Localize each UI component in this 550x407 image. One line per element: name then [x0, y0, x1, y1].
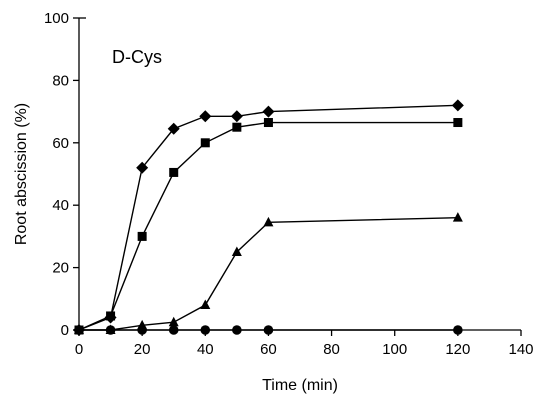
- data-point-square: [169, 167, 179, 177]
- data-point-triangle: [452, 212, 463, 222]
- data-point-diamond: [262, 105, 275, 118]
- data-point-triangle: [263, 216, 274, 227]
- data-point-circle: [168, 325, 179, 335]
- x-tick-label: 100: [382, 341, 407, 358]
- chart-annotation: D-Cys: [112, 47, 162, 67]
- y-tick-label: 80: [52, 72, 69, 89]
- data-point-triangle: [168, 316, 179, 327]
- series-circle: [74, 325, 463, 335]
- x-tick-label: 60: [260, 341, 277, 358]
- data-point-circle: [453, 325, 463, 335]
- data-point-triangle: [200, 299, 211, 310]
- series-line-square: [78, 121, 458, 331]
- data-point-square: [200, 138, 210, 148]
- data-point-diamond: [451, 99, 464, 112]
- x-tick-label: 80: [323, 341, 340, 358]
- data-point-square: [232, 122, 242, 132]
- y-tick-label: 60: [52, 135, 69, 152]
- y-tick-label: 20: [52, 260, 69, 277]
- data-point-square: [106, 311, 116, 321]
- y-tick-label: 40: [52, 197, 69, 214]
- data-point-square: [137, 231, 147, 241]
- x-tick-label: 20: [134, 341, 151, 358]
- data-point-diamond: [230, 110, 243, 123]
- data-point-circle: [232, 325, 242, 335]
- data-point-triangle: [231, 246, 242, 256]
- data-point-square: [453, 118, 463, 128]
- series-triangle: [74, 212, 463, 334]
- x-axis-title: Time (min): [262, 377, 338, 394]
- data-point-diamond: [136, 161, 149, 174]
- x-tick-label: 140: [508, 341, 533, 358]
- series-line-triangle: [79, 216, 458, 331]
- x-tick-label: 0: [75, 341, 83, 358]
- data-point-circle: [74, 325, 84, 335]
- data-point-diamond: [199, 110, 212, 123]
- data-point-circle: [263, 325, 274, 335]
- x-tick-label: 120: [445, 341, 470, 358]
- x-tick-label: 40: [197, 341, 214, 358]
- data-point-circle: [200, 325, 211, 335]
- data-point-circle: [137, 325, 147, 335]
- data-point-diamond: [167, 122, 180, 135]
- series-square: [74, 118, 463, 335]
- data-point-square: [263, 118, 273, 128]
- data-point-circle: [105, 325, 116, 335]
- y-tick-label: 0: [61, 322, 69, 339]
- series-layer: [73, 99, 464, 336]
- axis-ticks: 0 20 40 60 80 100 120 140 0 20 40 60 80 100: [44, 10, 534, 358]
- y-tick-label: 100: [44, 10, 69, 27]
- y-axis-title: Root abscission (%): [13, 103, 30, 245]
- series-line-diamond: [78, 104, 458, 331]
